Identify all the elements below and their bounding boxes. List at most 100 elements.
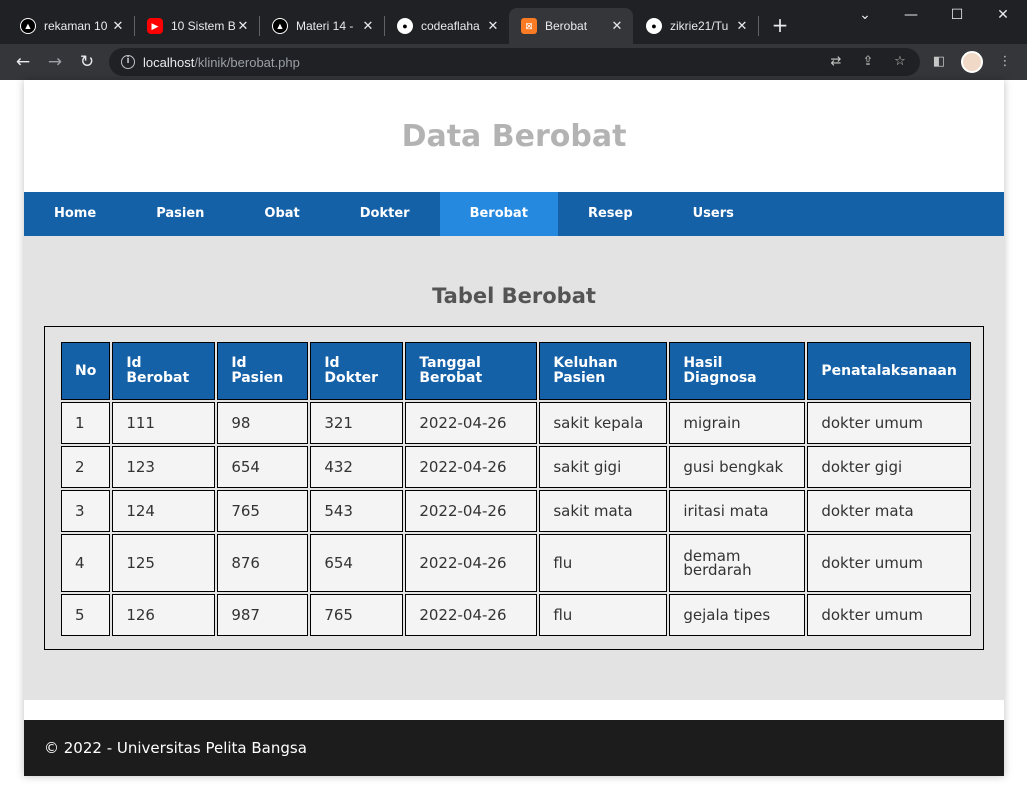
- table-cell: 5: [61, 594, 111, 636]
- tab-title: Berobat: [545, 19, 588, 33]
- browser-tab-2[interactable]: ▶ 10 Sistem B ✕: [135, 8, 259, 44]
- share-icon[interactable]: ⇪: [862, 54, 874, 69]
- browser-tab-1[interactable]: ▲ rekaman 10 ✕: [8, 8, 134, 44]
- address-bar[interactable]: i localhost/klinik/berobat.php: [109, 48, 920, 76]
- tab-title: Materi 14 -: [296, 19, 354, 33]
- table-cell: flu: [539, 594, 668, 636]
- page-viewport: Data Berobat Home Pasien Obat Dokter Ber…: [0, 80, 1027, 790]
- table-cell: 876: [217, 534, 309, 592]
- table-cell: sakit kepala: [539, 402, 668, 444]
- column-header: Id Dokter: [310, 342, 404, 400]
- tab-separator: [134, 16, 135, 36]
- reload-icon[interactable]: ↻: [79, 52, 95, 72]
- bookmark-star-icon[interactable]: ☆: [894, 54, 906, 69]
- table-cell: 3: [61, 490, 111, 532]
- close-icon[interactable]: ✕: [237, 18, 249, 33]
- nav-berobat[interactable]: Berobat: [439, 192, 558, 236]
- tab-title: 10 Sistem B: [171, 19, 235, 33]
- table-cell: 123: [112, 446, 216, 488]
- table-cell: sakit gigi: [539, 446, 668, 488]
- table-row: 4 125 876 654 2022-04-26 flu demam berda…: [61, 534, 971, 592]
- table-cell: 543: [310, 490, 404, 532]
- table-cell: dokter umum: [807, 402, 971, 444]
- maximize-button[interactable]: ☐: [950, 7, 964, 23]
- table-cell: 654: [217, 446, 309, 488]
- table-row: 2 123 654 432 2022-04-26 sakit gigi gusi…: [61, 446, 971, 488]
- table-cell: 765: [217, 490, 309, 532]
- close-window-button[interactable]: ✕: [997, 7, 1009, 23]
- forward-arrow-icon[interactable]: →: [47, 52, 63, 72]
- page-footer: © 2022 - Universitas Pelita Bangsa: [24, 720, 1004, 776]
- column-header: Hasil Diagnosa: [669, 342, 806, 400]
- url-host: localhost: [143, 54, 195, 70]
- profile-avatar[interactable]: [961, 51, 983, 73]
- close-icon[interactable]: ✕: [611, 18, 623, 33]
- table-wrapper: No Id Berobat Id Pasien Id Dokter Tangga…: [44, 326, 984, 650]
- browser-tab-3[interactable]: ▲ Materi 14 - ✕: [260, 8, 384, 44]
- table-cell: 126: [112, 594, 216, 636]
- page-title: Data Berobat: [401, 118, 627, 154]
- table-cell: 1: [61, 402, 111, 444]
- table-row: 1 111 98 321 2022-04-26 sakit kepala mig…: [61, 402, 971, 444]
- table-title: Tabel Berobat: [432, 284, 596, 308]
- browser-tab-4[interactable]: ● codeaflaha ✕: [385, 8, 509, 44]
- youtube-icon: ▶: [147, 18, 163, 34]
- table-cell: 432: [310, 446, 404, 488]
- nav-home[interactable]: Home: [54, 206, 97, 221]
- tab-title: rekaman 10: [44, 19, 108, 33]
- table-cell: 765: [310, 594, 404, 636]
- table-cell: 654: [310, 534, 404, 592]
- table-cell: 2022-04-26: [405, 534, 538, 592]
- column-header: Id Pasien: [217, 342, 309, 400]
- table-cell: dokter gigi: [807, 446, 971, 488]
- url-path: /klinik/berobat.php: [194, 54, 300, 70]
- column-header: Keluhan Pasien: [539, 342, 668, 400]
- browser-tab-active[interactable]: ⊠ Berobat ✕: [509, 8, 633, 44]
- table-cell: dokter umum: [807, 594, 971, 636]
- table-cell: gusi bengkak: [669, 446, 806, 488]
- table-cell: 987: [217, 594, 309, 636]
- table-cell: sakit mata: [539, 490, 668, 532]
- close-icon[interactable]: ✕: [362, 18, 374, 33]
- close-icon[interactable]: ✕: [112, 18, 124, 33]
- browser-tab-6[interactable]: ● zikrie21/Tu ✕: [634, 8, 758, 44]
- column-header: Tanggal Berobat: [405, 342, 538, 400]
- table-cell: demam berdarah: [669, 534, 806, 592]
- nav-obat[interactable]: Obat: [264, 206, 300, 221]
- side-panel-icon[interactable]: ◧: [932, 54, 946, 69]
- back-arrow-icon[interactable]: ←: [15, 52, 31, 72]
- berobat-table: No Id Berobat Id Pasien Id Dokter Tangga…: [59, 340, 973, 638]
- main-nav: Home Pasien Obat Dokter Berobat Resep Us…: [24, 192, 1004, 236]
- table-cell: migrain: [669, 402, 806, 444]
- tab-search-icon[interactable]: ⌄: [859, 7, 871, 23]
- nav-resep[interactable]: Resep: [587, 206, 633, 221]
- table-cell: 321: [310, 402, 404, 444]
- new-tab-button[interactable]: +: [771, 13, 789, 37]
- close-icon[interactable]: ✕: [736, 18, 748, 33]
- nav-users[interactable]: Users: [692, 206, 734, 221]
- github-icon: ●: [397, 18, 413, 34]
- menu-kebab-icon[interactable]: ⋮: [998, 54, 1012, 69]
- table-cell: 4: [61, 534, 111, 592]
- table-header-row: No Id Berobat Id Pasien Id Dokter Tangga…: [61, 342, 971, 400]
- minimize-button[interactable]: —: [904, 7, 918, 23]
- table-cell: 124: [112, 490, 216, 532]
- browser-toolbar: ← → ↻ i localhost/klinik/berobat.php ⇄ ⇪…: [0, 44, 1027, 80]
- nav-pasien[interactable]: Pasien: [156, 206, 205, 221]
- table-cell: 98: [217, 402, 309, 444]
- table-cell: 2022-04-26: [405, 402, 538, 444]
- tab-title: codeaflaha: [421, 19, 480, 33]
- close-icon[interactable]: ✕: [487, 18, 499, 33]
- column-header: No: [61, 342, 111, 400]
- table-cell: iritasi mata: [669, 490, 806, 532]
- triangle-app-icon: ▲: [20, 18, 36, 34]
- xampp-icon: ⊠: [521, 18, 537, 34]
- tab-separator: [758, 16, 759, 36]
- page-header: Data Berobat: [24, 80, 1004, 192]
- site-info-icon[interactable]: i: [121, 55, 135, 69]
- table-cell: 2: [61, 446, 111, 488]
- translate-icon[interactable]: ⇄: [830, 54, 842, 69]
- table-row: 3 124 765 543 2022-04-26 sakit mata irit…: [61, 490, 971, 532]
- table-cell: 2022-04-26: [405, 490, 538, 532]
- nav-dokter[interactable]: Dokter: [359, 206, 410, 221]
